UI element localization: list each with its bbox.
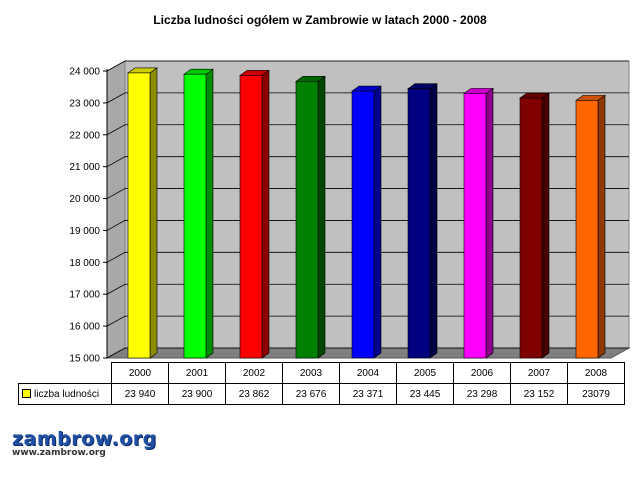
gridline [106, 315, 629, 327]
bar-front [519, 97, 543, 359]
value-cell: 23 940 [111, 383, 169, 405]
value-cell: 23 152 [510, 383, 568, 405]
value-cell: 23079 [567, 383, 625, 405]
gridline [106, 124, 629, 136]
bar-2004 [351, 85, 382, 359]
bar-2008 [575, 94, 606, 359]
y-tick-label: 17 000 [69, 290, 100, 301]
year-cell: 2005 [396, 362, 454, 384]
bar-front [463, 93, 487, 359]
bar-side [597, 94, 606, 359]
y-axis: 15 000 16 000 17 000 18 000 19 000 20 000 21 0… [69, 67, 108, 365]
gridline [106, 92, 629, 104]
y-tick-label: 15 000 [69, 354, 100, 365]
bar-side [429, 83, 438, 359]
year-cell: 2006 [453, 362, 511, 384]
value-cell: 23 298 [453, 383, 511, 405]
bar-front [351, 90, 375, 359]
gridline [106, 156, 629, 168]
gridline [106, 220, 629, 231]
value-cell: 23 445 [396, 383, 454, 405]
bar-2006 [463, 87, 494, 359]
bar-front [239, 75, 263, 359]
value-cell: 23 676 [282, 383, 340, 405]
bar-side [541, 92, 550, 359]
y-tick-label: 22 000 [69, 130, 100, 141]
series-label-cell: liczba ludności [18, 383, 112, 405]
bar-side [149, 67, 158, 359]
year-cell: 2007 [510, 362, 568, 384]
bars [127, 67, 606, 359]
table-corner [19, 363, 112, 384]
legend-swatch [22, 389, 31, 399]
side-wall [106, 60, 126, 359]
y-tick-label: 19 000 [69, 226, 100, 237]
bar-side [373, 85, 382, 359]
bar-front [575, 100, 599, 359]
bar-front [183, 73, 207, 359]
gridlines [106, 60, 629, 359]
gridline [106, 251, 629, 263]
y-tick-label: 24 000 [69, 67, 100, 78]
value-cell: 23 371 [339, 383, 397, 405]
year-cell: 2000 [111, 362, 169, 384]
series-name: liczba ludności [34, 388, 100, 400]
bar-2005 [407, 83, 438, 359]
bar-front [127, 72, 151, 359]
bar-side [205, 68, 214, 359]
gridline [106, 347, 629, 359]
year-cell: 2003 [282, 362, 340, 384]
y-tick-label: 16 000 [69, 322, 100, 333]
bar-2000 [127, 67, 158, 359]
y-tick-label: 23 000 [69, 98, 100, 109]
value-cell: 23 900 [168, 383, 226, 405]
bar-2002 [239, 69, 270, 359]
bar-2007 [519, 92, 550, 359]
y-tick-label: 21 000 [69, 162, 100, 173]
zambrow-logo[interactable]: zambrow.org www.zambrow.org [12, 428, 157, 458]
year-row: 2000 2001 2002 2003 2004 2005 2006 2007 2008 [19, 362, 625, 384]
year-cell: 2002 [225, 362, 283, 384]
year-cell: 2008 [567, 362, 625, 384]
year-cell: 2004 [339, 362, 397, 384]
bar-side [261, 69, 270, 359]
bar-front [295, 81, 319, 359]
chart-title: Liczba ludności ogółem w Zambrowie w lat… [153, 13, 487, 27]
logo-url: www.zambrow.org [12, 448, 106, 458]
value-cell: 23 862 [225, 383, 283, 405]
logo-name: zambrow.org [12, 428, 157, 450]
year-cell: 2001 [168, 362, 226, 384]
bar-side [485, 87, 494, 359]
bar-2001 [183, 68, 214, 359]
bar-front [407, 88, 431, 359]
gridline [106, 188, 629, 199]
data-table: 2000 2001 2002 2003 2004 2005 2006 2007 2008 lic… [18, 362, 625, 405]
y-tick-label: 18 000 [69, 258, 100, 269]
gridline [106, 283, 629, 295]
value-row: liczba ludności 23 940 23 900 23 862 23 676… [18, 383, 625, 405]
bar-side [317, 75, 326, 359]
y-tick-label: 20 000 [69, 194, 100, 205]
gridline [106, 60, 629, 72]
bar-2003 [295, 75, 326, 359]
